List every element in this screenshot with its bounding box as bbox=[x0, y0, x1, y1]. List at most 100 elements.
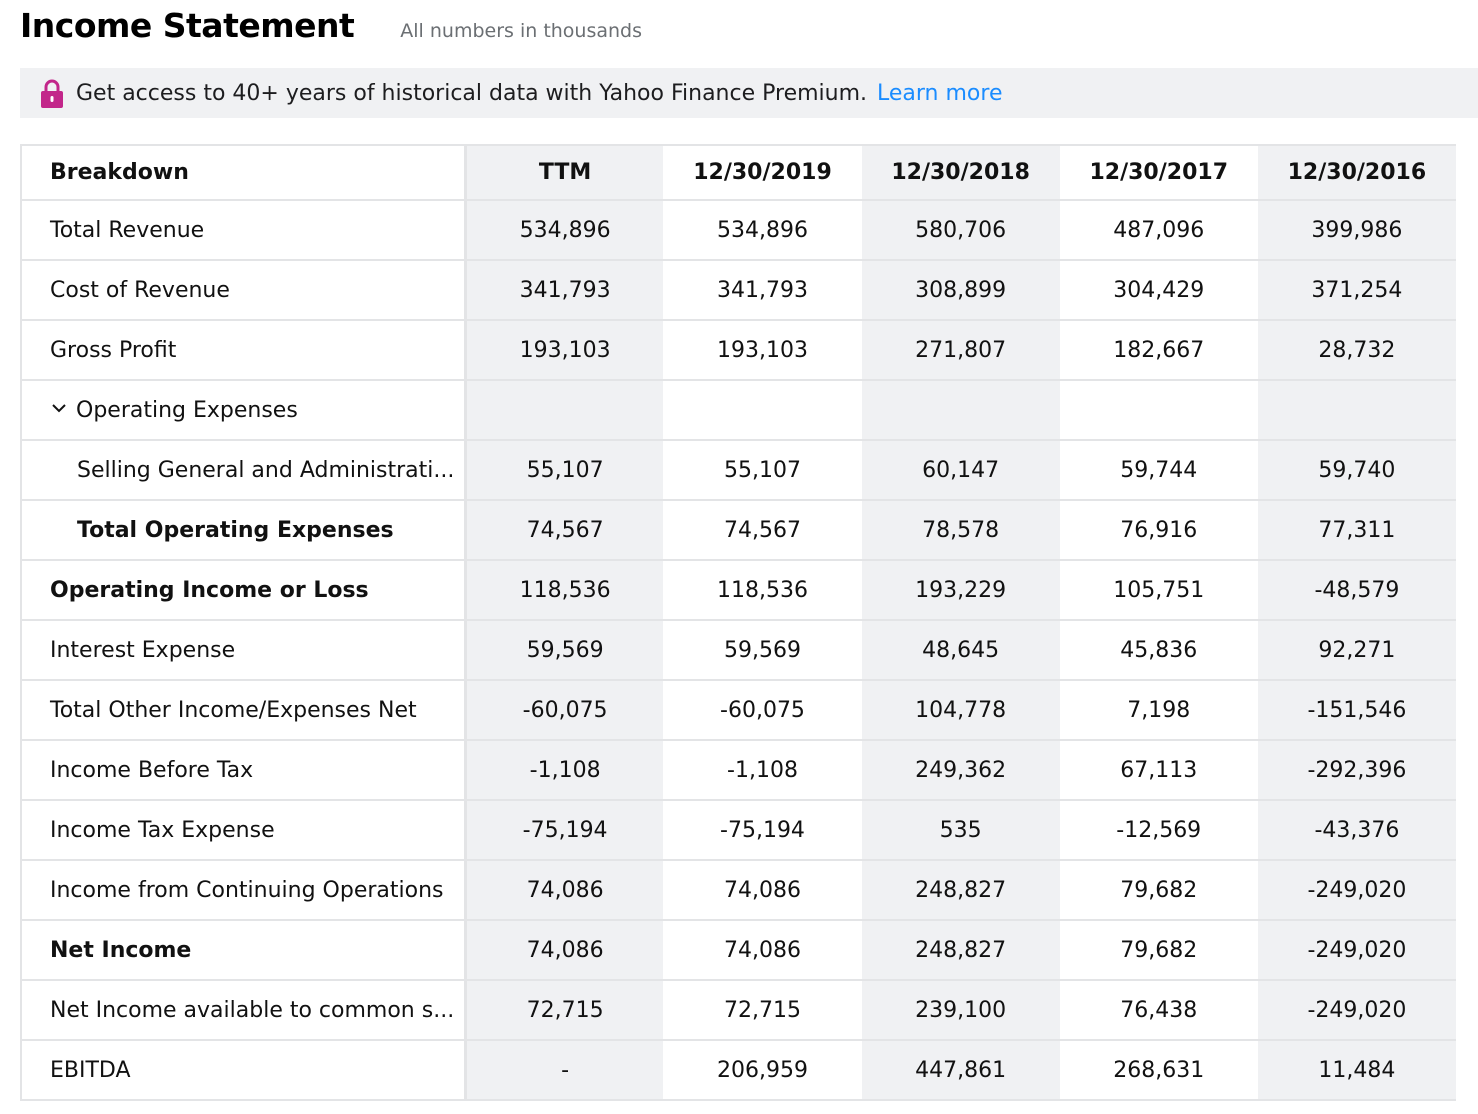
table-row: Cost of Revenue 341,793 341,793 308,899 … bbox=[19, 260, 1456, 320]
table-row: Net Income available to common s... 72,7… bbox=[19, 980, 1456, 1040]
table-cell: 79,682 bbox=[1120, 877, 1198, 903]
table-cell: 74,567 bbox=[723, 517, 801, 543]
table-cell: 118,536 bbox=[465, 560, 664, 620]
table-cell: 74,567 bbox=[465, 500, 664, 560]
table-cell bbox=[1060, 380, 1258, 440]
table-cell: 60,147 bbox=[861, 440, 1060, 500]
lock-icon bbox=[41, 79, 63, 108]
table-cell: -292,396 bbox=[1257, 740, 1456, 800]
table-cell: 72,715 bbox=[723, 997, 801, 1023]
table-cell: 77,311 bbox=[1257, 500, 1456, 560]
table-cell bbox=[663, 380, 861, 440]
table-cell: -1,108 bbox=[465, 740, 664, 800]
row-label: Total Operating Expenses bbox=[19, 500, 467, 560]
column-header-ttm[interactable]: TTM bbox=[465, 145, 664, 200]
table-row: Gross Profit 193,103 193,103 271,807 182… bbox=[19, 320, 1456, 380]
table-cell: 534,896 bbox=[716, 217, 808, 243]
table-cell: 59,740 bbox=[1257, 440, 1456, 500]
table-cell: 308,899 bbox=[861, 260, 1060, 320]
premium-banner: Get access to 40+ years of historical da… bbox=[20, 68, 1478, 118]
table-cell: -249,020 bbox=[1257, 920, 1456, 980]
column-header-2018[interactable]: 12/30/2018 bbox=[861, 145, 1060, 200]
table-cell: 45,836 bbox=[1120, 637, 1198, 663]
table-cell: 92,271 bbox=[1257, 620, 1456, 680]
table-cell: 193,103 bbox=[465, 320, 664, 380]
row-label: Total Revenue bbox=[19, 200, 467, 260]
column-header-2016[interactable]: 12/30/2016 bbox=[1257, 145, 1456, 200]
table-row: Income Before Tax -1,108 -1,108 249,362 … bbox=[19, 740, 1456, 800]
row-label: Net Income available to common s... bbox=[19, 980, 467, 1040]
table-cell: 67,113 bbox=[1120, 757, 1198, 783]
table-row: Income Tax Expense -75,194 -75,194 535 -… bbox=[19, 800, 1456, 860]
row-label: Income Tax Expense bbox=[19, 800, 467, 860]
table-row: Total Revenue 534,896 534,896 580,706 48… bbox=[19, 200, 1456, 260]
table-cell: 487,096 bbox=[1113, 217, 1205, 243]
column-header-2017[interactable]: 12/30/2017 bbox=[1089, 160, 1228, 185]
table-cell: 206,959 bbox=[716, 1057, 808, 1083]
banner-text: Get access to 40+ years of historical da… bbox=[76, 80, 868, 106]
table-row: Income from Continuing Operations 74,086… bbox=[19, 860, 1456, 920]
row-label: Income Before Tax bbox=[19, 740, 467, 800]
table-cell: 182,667 bbox=[1113, 337, 1205, 363]
page-title: Income Statement bbox=[20, 6, 355, 45]
table-cell: 341,793 bbox=[465, 260, 664, 320]
row-label: Gross Profit bbox=[19, 320, 467, 380]
table-cell: -249,020 bbox=[1257, 860, 1456, 920]
chevron-down-icon[interactable] bbox=[52, 401, 66, 415]
table-header-row: Breakdown TTM 12/30/2019 12/30/2018 12/3… bbox=[19, 145, 1456, 200]
table-cell: 59,744 bbox=[1120, 457, 1198, 483]
table-cell: 239,100 bbox=[861, 980, 1060, 1040]
table-row-expandable[interactable]: Operating Expenses bbox=[19, 380, 1456, 440]
table-cell: 76,916 bbox=[1120, 517, 1198, 543]
table-cell bbox=[861, 380, 1060, 440]
table-cell: 268,631 bbox=[1113, 1057, 1205, 1083]
table-cell: 249,362 bbox=[861, 740, 1060, 800]
table-cell: 447,861 bbox=[861, 1040, 1060, 1100]
table-cell: 371,254 bbox=[1257, 260, 1456, 320]
income-statement-table: Breakdown TTM 12/30/2019 12/30/2018 12/3… bbox=[19, 144, 1456, 1101]
table-cell: 193,103 bbox=[716, 337, 808, 363]
table-cell: 55,107 bbox=[465, 440, 664, 500]
table-cell: 72,715 bbox=[465, 980, 664, 1040]
table-cell: 76,438 bbox=[1120, 997, 1198, 1023]
table-cell: -249,020 bbox=[1257, 980, 1456, 1040]
table-row: Operating Income or Loss 118,536 118,536… bbox=[19, 560, 1456, 620]
row-label: Income from Continuing Operations bbox=[19, 860, 467, 920]
column-header-2019[interactable]: 12/30/2019 bbox=[693, 160, 832, 185]
column-header-breakdown[interactable]: Breakdown bbox=[19, 145, 467, 200]
table-cell: 534,896 bbox=[465, 200, 664, 260]
table-cell: 55,107 bbox=[723, 457, 801, 483]
row-label: Operating Expenses bbox=[76, 397, 298, 423]
table-cell: 304,429 bbox=[1113, 277, 1205, 303]
table-cell: -43,376 bbox=[1257, 800, 1456, 860]
table-cell: 74,086 bbox=[465, 860, 664, 920]
row-label: Selling General and Administrati... bbox=[19, 440, 467, 500]
table-row: Total Other Income/Expenses Net -60,075 … bbox=[19, 680, 1456, 740]
learn-more-link[interactable]: Learn more bbox=[877, 80, 1003, 106]
table-cell bbox=[1257, 380, 1456, 440]
table-cell: 11,484 bbox=[1257, 1040, 1456, 1100]
table-row: Net Income 74,086 74,086 248,827 79,682 … bbox=[19, 920, 1456, 980]
table-cell: -1,108 bbox=[727, 757, 798, 783]
table-cell: 580,706 bbox=[861, 200, 1060, 260]
row-label: Interest Expense bbox=[19, 620, 467, 680]
table-cell: 78,578 bbox=[861, 500, 1060, 560]
table-cell bbox=[465, 380, 664, 440]
table-cell: 7,198 bbox=[1127, 697, 1191, 723]
row-label: Total Other Income/Expenses Net bbox=[19, 680, 467, 740]
table-cell: 74,086 bbox=[723, 937, 801, 963]
table-cell: - bbox=[465, 1040, 664, 1100]
row-label-cell[interactable]: Operating Expenses bbox=[19, 380, 467, 440]
table-cell: -60,075 bbox=[720, 697, 805, 723]
table-cell: 74,086 bbox=[723, 877, 801, 903]
row-label: Cost of Revenue bbox=[19, 260, 467, 320]
table-cell: 118,536 bbox=[716, 577, 808, 603]
table-cell: 59,569 bbox=[465, 620, 664, 680]
row-label: Operating Income or Loss bbox=[19, 560, 467, 620]
row-label: Net Income bbox=[19, 920, 467, 980]
table-cell: -48,579 bbox=[1257, 560, 1456, 620]
table-cell: -75,194 bbox=[720, 817, 805, 843]
table-cell: 271,807 bbox=[861, 320, 1060, 380]
table-cell: -12,569 bbox=[1116, 817, 1202, 843]
table-cell: 193,229 bbox=[861, 560, 1060, 620]
